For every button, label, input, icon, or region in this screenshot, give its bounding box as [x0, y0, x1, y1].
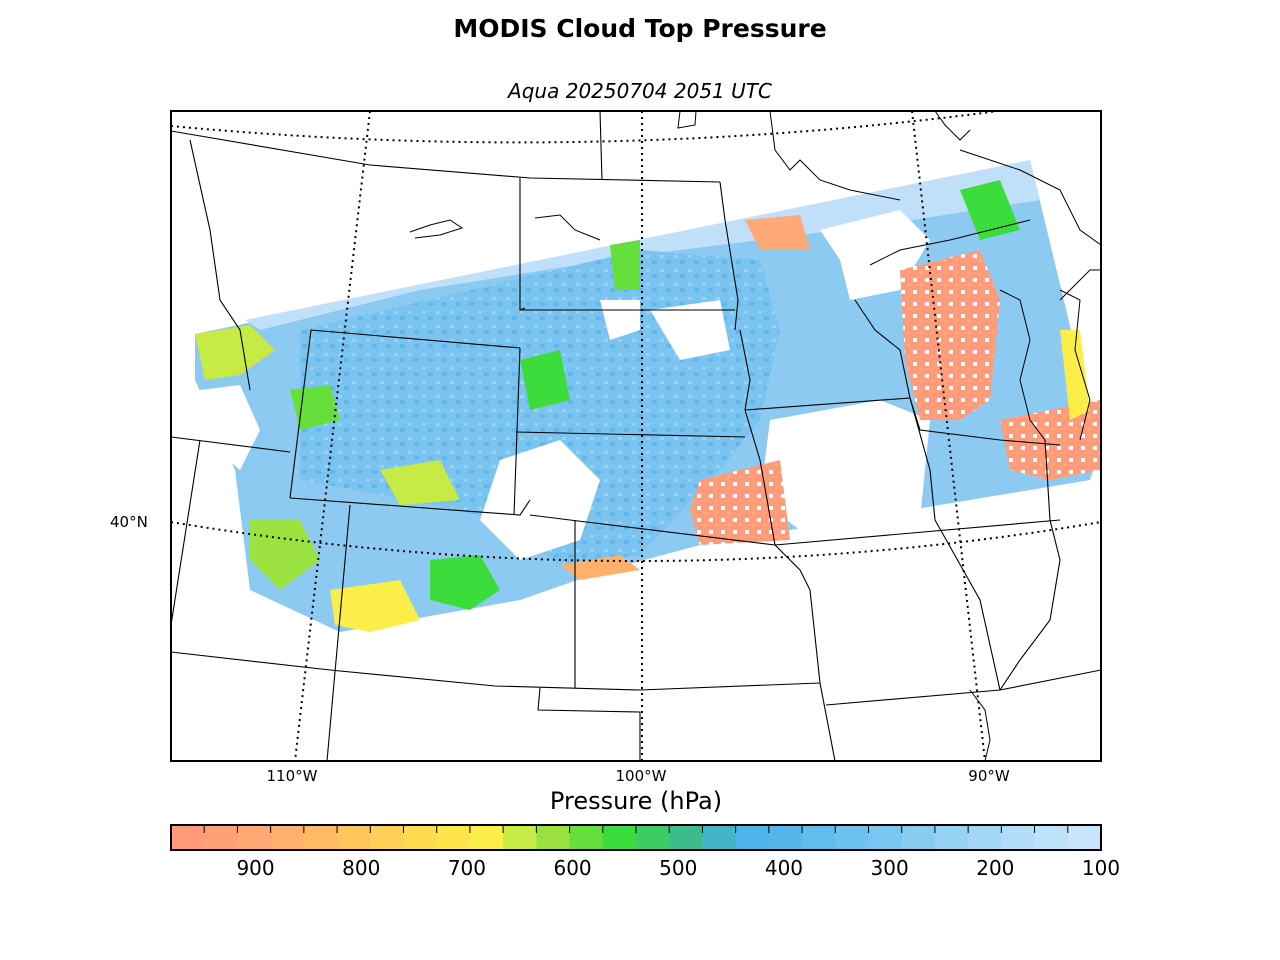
longitude-label-100w: 100°W [615, 767, 667, 785]
colorbar-bins [171, 825, 1102, 850]
colorbar-bin [337, 825, 371, 850]
colorbar-bin [270, 825, 305, 850]
colorbar-title: Pressure (hPa) [549, 787, 723, 815]
colorbar-ticks [203, 825, 1069, 833]
colorbar-bin [536, 825, 571, 850]
colorbar-tick-label: 300 [870, 856, 909, 880]
colorbar-bin [968, 825, 1002, 850]
colorbar-bin [171, 825, 205, 850]
colorbar-bin [636, 825, 670, 850]
graticule [171, 111, 1101, 761]
colorbar-bin [1001, 825, 1036, 850]
colorbar-bin [469, 825, 504, 850]
colorbar-bin [702, 825, 737, 850]
colorbar-bin [370, 825, 405, 850]
colorbar-frame [170, 824, 1102, 851]
colorbar-bin [735, 825, 770, 850]
colorbar-tick-label: 800 [342, 856, 381, 880]
colorbar-bin [802, 825, 836, 850]
colorbar-tick-label: 700 [447, 856, 486, 880]
colorbar-bin [303, 825, 338, 850]
colorbar-bin [503, 825, 537, 850]
latitude-label-40n: 40°N [110, 513, 148, 531]
mid-cloud-patches [195, 180, 1090, 632]
longitude-label-90w: 90°W [968, 767, 1010, 785]
colorbar-bin [868, 825, 903, 850]
colorbar-bin [768, 825, 803, 850]
colorbar-bin [204, 825, 239, 850]
coastline-and-border [409, 111, 1101, 761]
map-subtitle: Aqua 20250704 2051 UTC [508, 79, 772, 103]
colorbar-bin [669, 825, 704, 850]
colorbar-bin [1067, 825, 1102, 850]
colorbar-tick-label: 400 [764, 856, 804, 880]
colorbar-tick-label: 100 [1081, 856, 1121, 880]
colorbar-bin [901, 825, 936, 850]
colorbar-bin [835, 825, 870, 850]
colorbar-bin [602, 825, 637, 850]
colorbar-bin [934, 825, 969, 850]
colorbar-tick-label: 600 [553, 856, 592, 880]
colorbar-tick-label: 500 [659, 856, 698, 880]
longitude-label-110w: 110°W [266, 767, 318, 785]
colorbar-bin [436, 825, 471, 850]
colorbar-bin [569, 825, 604, 850]
colorbar-bin [1034, 825, 1069, 850]
colorbar-bin [237, 825, 272, 850]
colorbar-tick-label: 200 [976, 856, 1015, 880]
colorbar-tick-label: 900 [236, 856, 275, 880]
map-title: MODIS Cloud Top Pressure [453, 14, 827, 43]
map-frame [170, 110, 1102, 762]
state-boundaries [171, 111, 1101, 761]
colorbar-bin [403, 825, 438, 850]
